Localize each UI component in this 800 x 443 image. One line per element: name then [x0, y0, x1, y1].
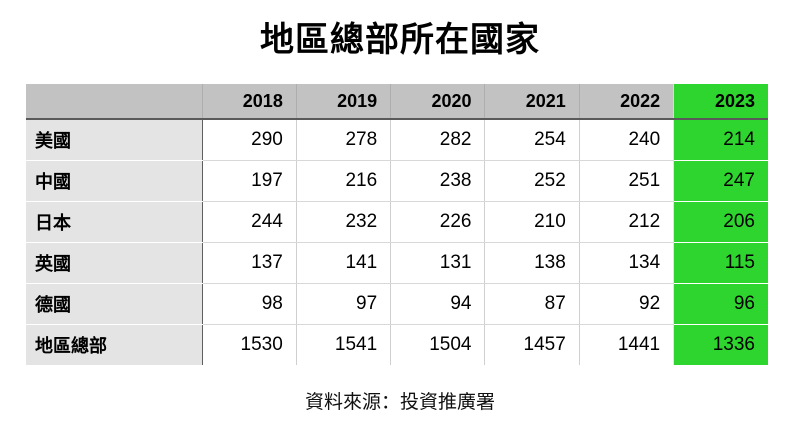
row-label: 德國: [26, 283, 202, 325]
table-cell: 212: [578, 201, 674, 243]
table-row-total: 地區總部 1530 1541 1504 1457 1441 1336: [26, 324, 768, 365]
header-cell-year: 2020: [390, 84, 485, 120]
regional-hq-table: 2018 2019 2020 2021 2022 2023 美國 290 278…: [26, 84, 768, 365]
table-cell: 282: [390, 119, 485, 161]
table-cell-highlighted: 115: [673, 242, 768, 284]
table-cell: 252: [484, 160, 580, 202]
table-cell: 232: [295, 201, 391, 243]
table-cell: 1504: [390, 324, 485, 365]
table-row: 美國 290 278 282 254 240 214: [26, 119, 768, 161]
row-label-total: 地區總部: [26, 324, 202, 365]
table-cell: 244: [201, 201, 297, 243]
table-cell: 134: [578, 242, 674, 284]
table-cell: 97: [295, 283, 391, 325]
row-label: 日本: [26, 201, 202, 243]
table-cell: 210: [484, 201, 580, 243]
header-cell-corner: [26, 84, 202, 120]
source-note: 資料來源：投資推廣署: [304, 392, 495, 413]
table-cell-highlighted: 1336: [673, 324, 768, 365]
table-row: 日本 244 232 226 210 212 206: [26, 201, 768, 243]
header-cell-year: 2018: [201, 84, 297, 120]
page-title: 地區總部所在國家: [260, 21, 540, 59]
table-cell: 87: [484, 283, 580, 325]
header-cell-year: 2021: [484, 84, 580, 120]
table-cell: 1441: [578, 324, 674, 365]
table-row: 德國 98 97 94 87 92 96: [26, 283, 768, 325]
table-row: 中國 197 216 238 252 251 247: [26, 160, 768, 202]
table-row: 英國 137 141 131 138 134 115: [26, 242, 768, 284]
table-cell: 216: [295, 160, 391, 202]
row-label: 英國: [26, 242, 202, 284]
table-cell: 197: [201, 160, 297, 202]
table-cell: 141: [295, 242, 391, 284]
table-cell: 94: [390, 283, 485, 325]
table-cell: 290: [201, 119, 297, 161]
table-cell: 1541: [295, 324, 391, 365]
table-cell: 226: [390, 201, 485, 243]
header-cell-year: 2022: [578, 84, 674, 120]
row-label: 中國: [26, 160, 202, 202]
slide-canvas: 地區總部所在國家 2018 2019 2020 2021 2022 2023 美…: [0, 0, 800, 413]
header-cell-year: 2019: [295, 84, 391, 120]
table-cell-highlighted: 247: [673, 160, 768, 202]
table-cell: 254: [484, 119, 580, 161]
table-cell: 138: [484, 242, 580, 284]
table-body: 美國 290 278 282 254 240 214 中國 197 216 23…: [26, 119, 768, 365]
header-cell-year-highlighted: 2023: [673, 84, 768, 120]
table-cell: 98: [201, 283, 297, 325]
table-cell-highlighted: 214: [673, 119, 768, 161]
row-label: 美國: [26, 119, 202, 161]
table-cell: 1457: [484, 324, 580, 365]
table-cell: 240: [578, 119, 674, 161]
table-cell-highlighted: 96: [673, 283, 768, 325]
table-cell: 1530: [201, 324, 297, 365]
table-cell: 238: [390, 160, 485, 202]
table-cell: 92: [578, 283, 674, 325]
table-header: 2018 2019 2020 2021 2022 2023: [26, 84, 768, 120]
table-header-row: 2018 2019 2020 2021 2022 2023: [26, 84, 768, 120]
table-cell-highlighted: 206: [673, 201, 768, 243]
table-cell: 131: [390, 242, 485, 284]
table-cell: 278: [295, 119, 391, 161]
table-cell: 251: [578, 160, 674, 202]
table-cell: 137: [201, 242, 297, 284]
